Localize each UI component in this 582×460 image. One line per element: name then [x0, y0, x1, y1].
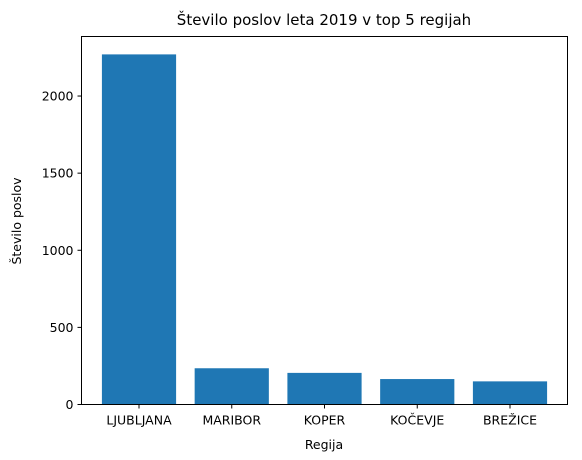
bar-brežice [472, 381, 548, 405]
x-tick-label: KOPER [304, 413, 346, 428]
chart-title: Število poslov leta 2019 v top 5 regijah [177, 10, 471, 29]
y-tick-label: 1000 [42, 243, 74, 258]
x-axis-ticks: LJUBLJANA MARIBOR KOPER KOČEVJE BREŽICE [106, 404, 537, 428]
x-tick-label: LJUBLJANA [106, 413, 172, 428]
bar-ljubljana [101, 54, 177, 405]
y-tick-label: 1500 [42, 166, 74, 181]
x-tick-label: MARIBOR [202, 413, 261, 428]
bars-group [101, 54, 548, 405]
x-tick-label: KOČEVJE [390, 413, 444, 428]
x-axis-label: Regija [305, 437, 343, 452]
bar-kočevje [380, 379, 455, 405]
y-tick-label: 2000 [42, 89, 74, 104]
plot-frame [81, 36, 568, 405]
x-tick-label: BREŽICE [483, 413, 537, 428]
y-tick-label: 500 [50, 320, 74, 335]
bar-maribor [194, 368, 269, 405]
y-axis-ticks: 0 500 1000 1500 2000 [42, 89, 82, 412]
y-axis-label: Število poslov [9, 177, 24, 265]
bar-koper [287, 372, 362, 405]
y-tick-label: 0 [66, 397, 74, 412]
